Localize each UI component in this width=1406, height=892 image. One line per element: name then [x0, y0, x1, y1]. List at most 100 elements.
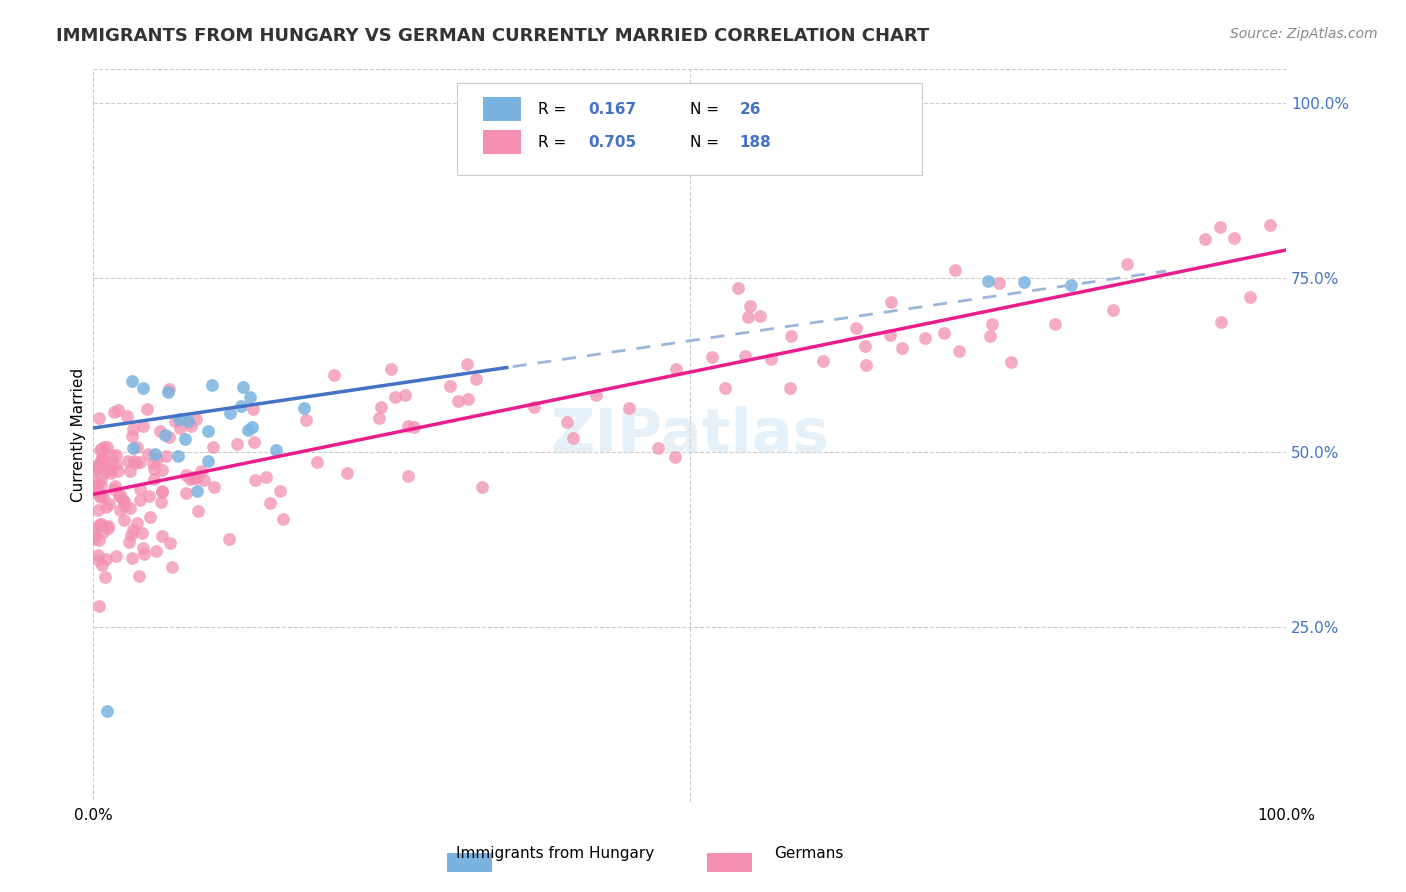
Text: Source: ZipAtlas.com: Source: ZipAtlas.com	[1230, 27, 1378, 41]
Point	[150, 529, 173, 543]
Point	[1102, 303, 1125, 318]
Point	[90, 472, 112, 486]
Point	[264, 442, 287, 457]
Point	[169, 412, 191, 426]
Point	[105, 549, 128, 564]
Point	[779, 329, 801, 343]
Point	[150, 463, 173, 477]
Point	[1043, 317, 1066, 331]
Point	[114, 499, 136, 513]
Point	[150, 485, 173, 500]
Point	[1258, 218, 1281, 232]
Text: R =: R =	[538, 102, 571, 117]
Point	[156, 384, 179, 399]
Point	[979, 328, 1001, 343]
Point	[91, 455, 114, 469]
Point	[295, 413, 318, 427]
Point	[98, 496, 121, 510]
Point	[118, 464, 141, 478]
Point	[811, 354, 834, 368]
Point	[367, 410, 389, 425]
Point	[122, 422, 145, 436]
Text: Germans: Germans	[773, 847, 844, 861]
Point	[91, 525, 114, 540]
Point	[647, 441, 669, 455]
Point	[1000, 354, 1022, 368]
Point	[226, 436, 249, 450]
Point	[184, 412, 207, 426]
Point	[142, 456, 165, 470]
Point	[914, 331, 936, 345]
Point	[948, 343, 970, 358]
Point	[120, 527, 142, 541]
Text: 0.705: 0.705	[588, 135, 637, 150]
Point	[522, 401, 544, 415]
Point	[112, 513, 135, 527]
Point	[269, 484, 291, 499]
Point	[1060, 278, 1083, 293]
Point	[201, 377, 224, 392]
Point	[131, 525, 153, 540]
Point	[456, 357, 478, 371]
Point	[740, 299, 762, 313]
Point	[665, 362, 688, 376]
Point	[83, 463, 105, 477]
Point	[190, 464, 212, 478]
Point	[145, 447, 167, 461]
Point	[90, 517, 112, 532]
Point	[132, 419, 155, 434]
Point	[396, 418, 419, 433]
Point	[201, 441, 224, 455]
Point	[90, 478, 112, 492]
Point	[853, 338, 876, 352]
Point	[1116, 257, 1139, 271]
Point	[197, 454, 219, 468]
Text: N =: N =	[689, 135, 724, 150]
Point	[86, 479, 108, 493]
Point	[89, 488, 111, 502]
Point	[439, 379, 461, 393]
Point	[138, 489, 160, 503]
Point	[193, 473, 215, 487]
Point	[880, 295, 903, 310]
Point	[125, 456, 148, 470]
Point	[89, 491, 111, 505]
Text: 188: 188	[740, 135, 772, 150]
Point	[91, 489, 114, 503]
Point	[143, 472, 166, 486]
Point	[1012, 276, 1035, 290]
Point	[83, 474, 105, 488]
Text: 26: 26	[740, 102, 761, 117]
Point	[1223, 231, 1246, 245]
Point	[447, 394, 470, 409]
Y-axis label: Currently Married: Currently Married	[72, 368, 86, 502]
Point	[702, 350, 724, 364]
Point	[470, 480, 492, 494]
Point	[96, 500, 118, 514]
Point	[103, 405, 125, 419]
Point	[167, 449, 190, 463]
Point	[122, 524, 145, 538]
Point	[129, 483, 152, 497]
Point	[86, 520, 108, 534]
Point	[271, 512, 294, 526]
Point	[97, 519, 120, 533]
Point	[988, 276, 1011, 290]
Point	[117, 454, 139, 468]
Point	[150, 495, 173, 509]
Point	[727, 281, 749, 295]
Point	[202, 480, 225, 494]
Point	[186, 483, 208, 498]
Point	[105, 457, 128, 471]
Point	[129, 492, 152, 507]
Point	[89, 516, 111, 531]
Point	[98, 463, 121, 477]
Text: R =: R =	[538, 135, 571, 150]
Point	[86, 502, 108, 516]
Point	[1194, 232, 1216, 246]
Point	[155, 449, 177, 463]
Point	[131, 541, 153, 556]
Point	[159, 535, 181, 549]
Point	[243, 434, 266, 449]
Point	[83, 461, 105, 475]
